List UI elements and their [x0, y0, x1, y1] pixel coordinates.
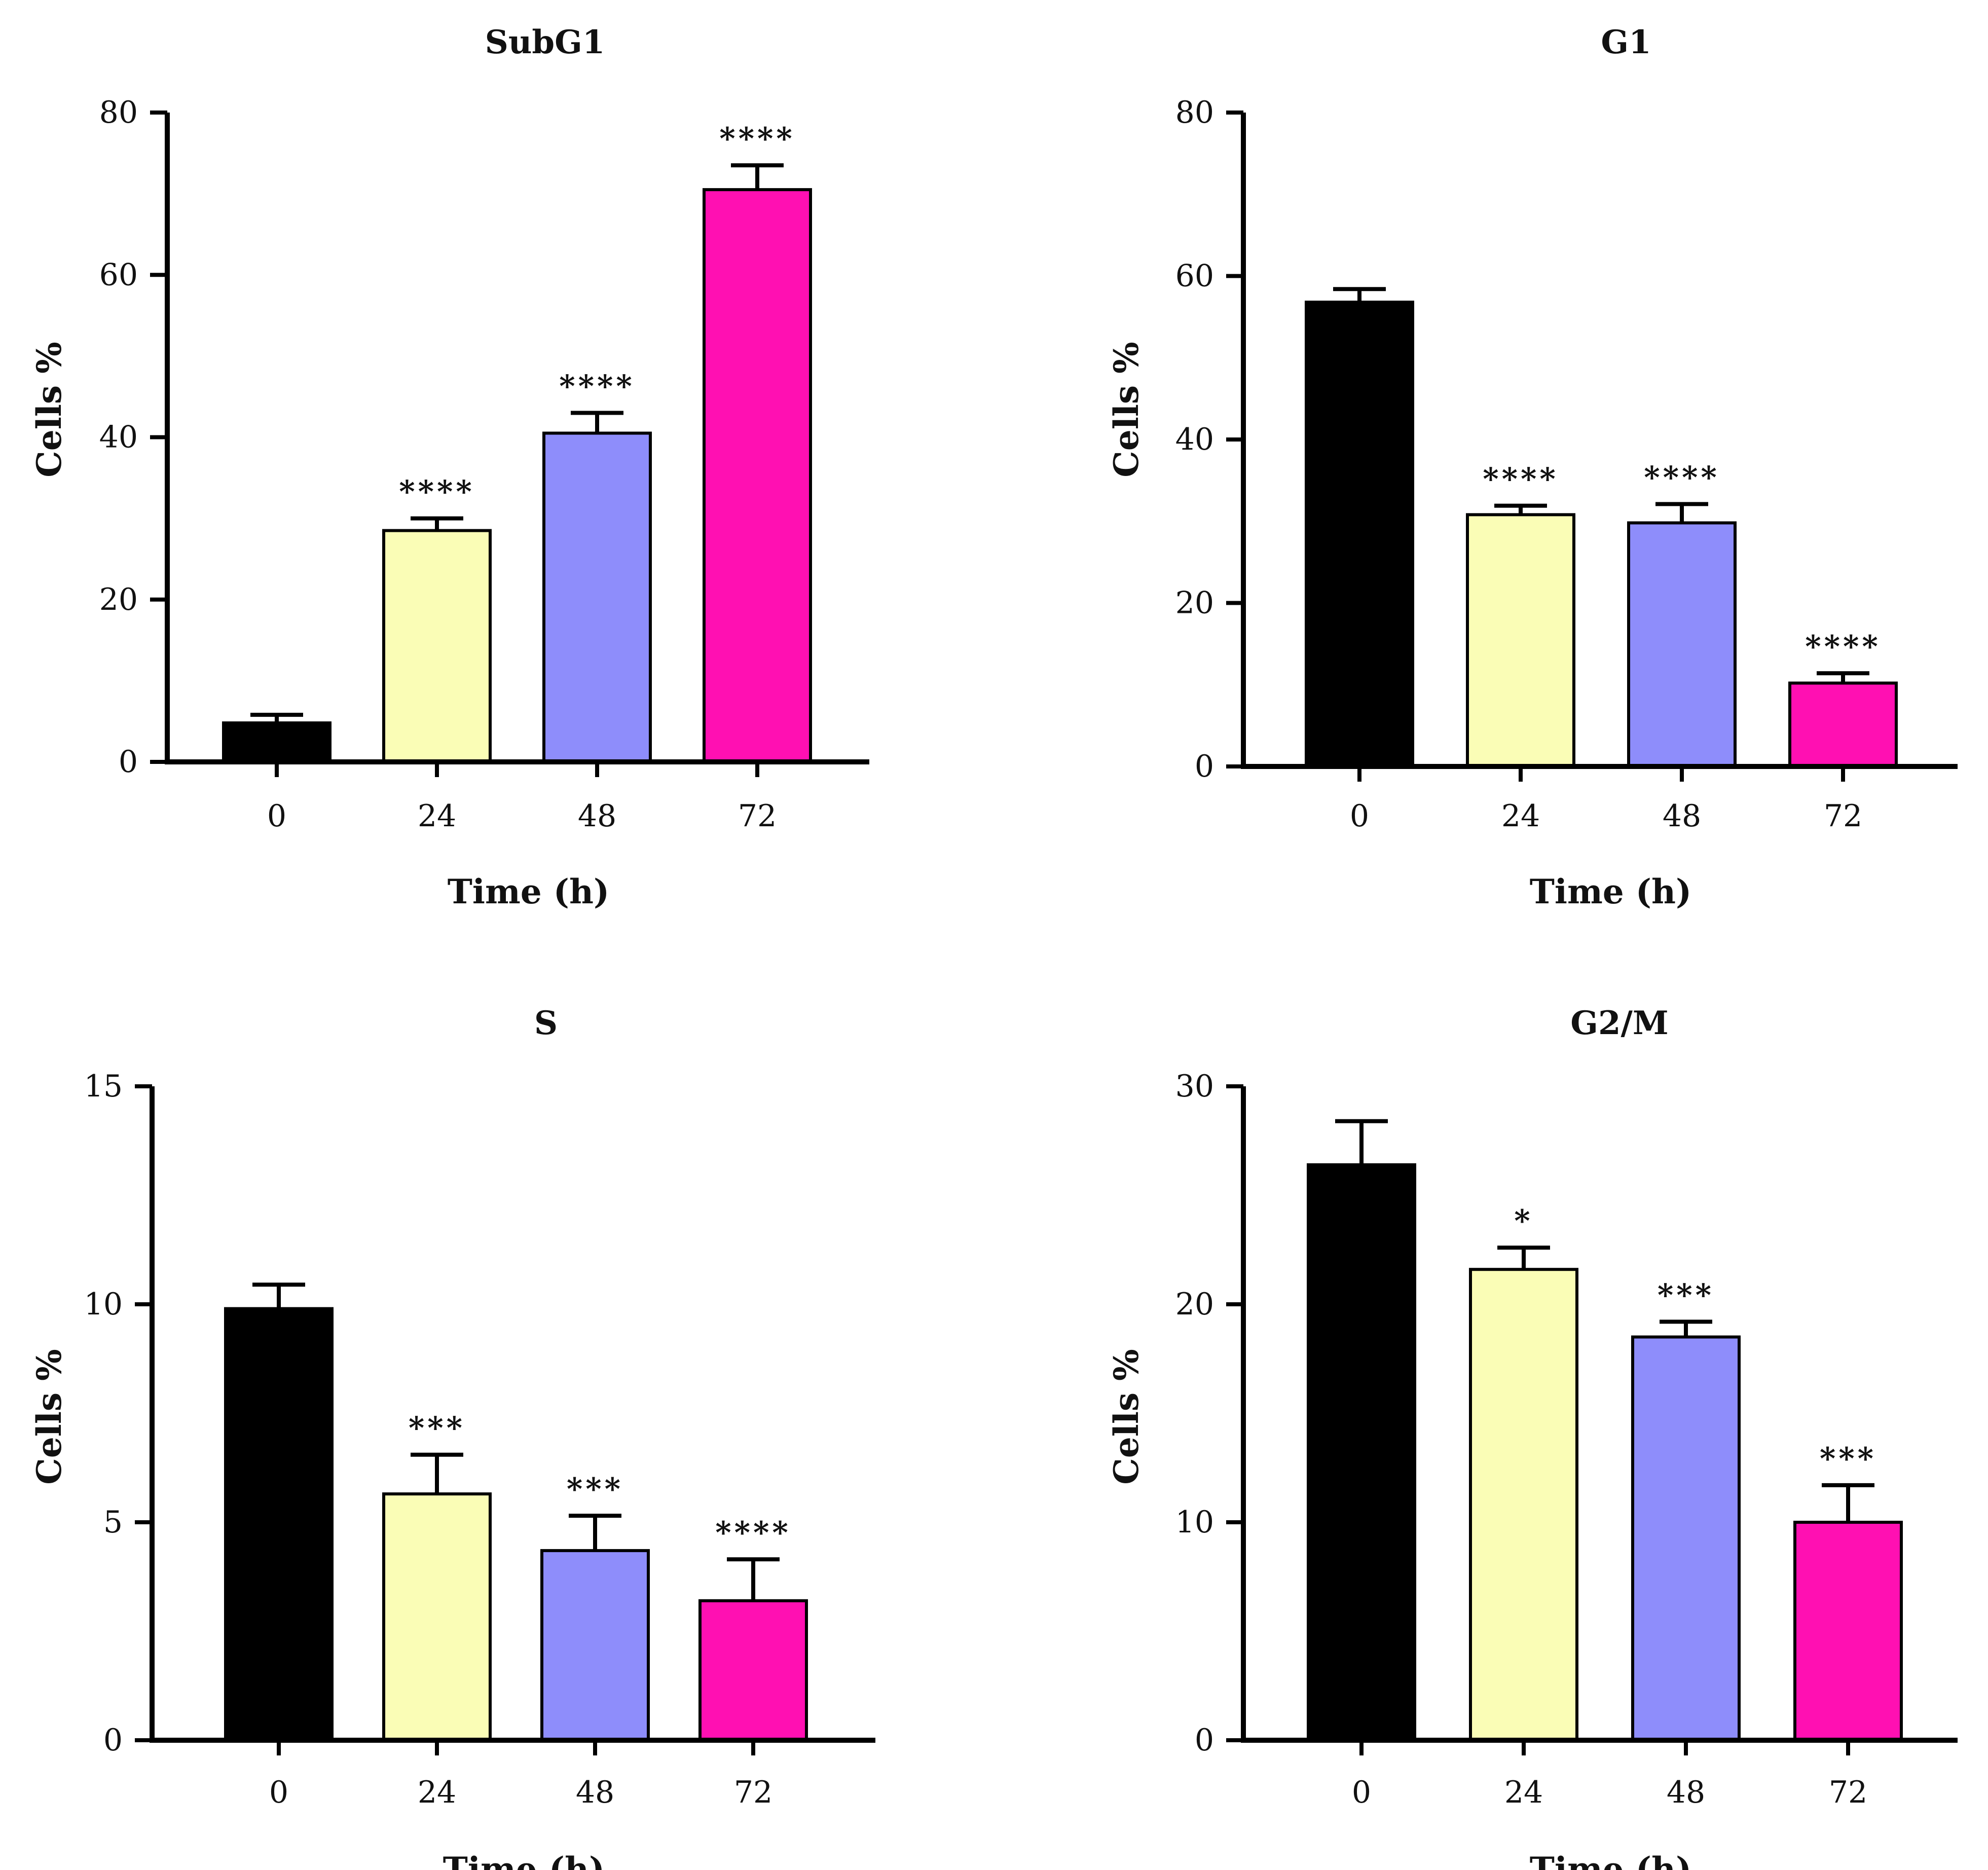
significance-label: ***	[1820, 1441, 1876, 1477]
x-tick-label: 0	[267, 798, 286, 834]
significance-label: ***	[567, 1472, 623, 1507]
x-tick-label: 48	[576, 1775, 614, 1810]
bar	[698, 1599, 808, 1742]
significance-label: ****	[399, 474, 475, 510]
significance-label: ****	[719, 121, 795, 157]
bar	[1466, 513, 1575, 768]
y-tick-label: 0	[1195, 1722, 1214, 1758]
y-tick-label: 40	[99, 420, 138, 455]
y-tick-label: 10	[1175, 1505, 1214, 1540]
x-tick-label: 72	[738, 798, 777, 834]
bar	[540, 1549, 650, 1742]
chart-title: S	[534, 1004, 558, 1042]
x-tick-label: 24	[418, 798, 456, 834]
y-tick-label: 60	[1175, 259, 1214, 294]
y-tick-label: 5	[103, 1505, 123, 1540]
x-tick-label: 72	[1824, 798, 1862, 834]
y-tick-label: 40	[1175, 422, 1214, 457]
y-axis-label: Cells %	[29, 1349, 69, 1485]
y-tick-label: 20	[1175, 1287, 1214, 1322]
significance-label: ****	[715, 1515, 791, 1551]
bar	[1631, 1335, 1741, 1742]
significance-label: ****	[559, 369, 635, 404]
y-tick-label: 20	[1175, 585, 1214, 621]
x-tick-label: 48	[1663, 798, 1701, 834]
bar	[222, 721, 332, 764]
chart-title: SubG1	[485, 23, 605, 61]
bar	[1469, 1268, 1578, 1742]
bar	[1305, 301, 1414, 768]
x-tick-label: 0	[269, 1775, 288, 1810]
chart-panel: S Cells % Time (h) 0 *** 24 *** 48 **** 72 0 5 10 15	[29, 1004, 875, 1870]
significance-label: ***	[409, 1411, 465, 1446]
significance-label: ***	[1658, 1277, 1714, 1313]
bar	[382, 1492, 492, 1742]
bar	[703, 188, 812, 763]
significance-label: ****	[1805, 629, 1881, 665]
x-tick-label: 24	[1501, 798, 1540, 834]
x-axis-label: Time (h)	[448, 872, 609, 911]
y-tick-label: 15	[84, 1069, 123, 1104]
x-tick-label: 72	[734, 1775, 772, 1810]
x-axis-label: Time (h)	[1530, 1850, 1691, 1870]
y-axis-label: Cells %	[1107, 342, 1146, 478]
bar	[1788, 681, 1898, 768]
y-tick-label: 0	[119, 744, 138, 780]
chart-panel: SubG1 Cells % Time (h) 0 **** 24 **** 48 **** 72 0…	[29, 23, 869, 911]
chart-title: G1	[1601, 23, 1651, 61]
y-tick-label: 80	[99, 95, 138, 130]
bar	[1307, 1163, 1416, 1742]
bar	[224, 1307, 334, 1742]
y-tick-label: 20	[99, 582, 138, 617]
y-tick-label: 0	[1195, 749, 1214, 784]
significance-label: *	[1514, 1203, 1533, 1239]
x-tick-label: 24	[1504, 1775, 1543, 1810]
chart-title: G2/M	[1570, 1004, 1668, 1042]
bar	[542, 431, 652, 763]
y-axis-label: Cells %	[29, 342, 69, 478]
chart-panel: G2/M Cells % Time (h) 0 * 24 *** 48 *** 72 0 10 20 30	[1107, 1004, 1958, 1870]
x-tick-label: 48	[578, 798, 616, 834]
y-tick-label: 30	[1175, 1069, 1214, 1104]
x-tick-label: 0	[1350, 798, 1369, 834]
x-tick-label: 0	[1352, 1775, 1371, 1810]
bar	[1793, 1521, 1903, 1742]
y-tick-label: 80	[1175, 95, 1214, 130]
x-axis-label: Time (h)	[1530, 872, 1691, 911]
significance-label: ****	[1483, 462, 1559, 497]
bar	[382, 529, 492, 764]
x-axis-label: Time (h)	[443, 1850, 605, 1870]
x-tick-label: 48	[1667, 1775, 1705, 1810]
significance-label: ****	[1644, 460, 1720, 495]
y-tick-label: 0	[103, 1722, 123, 1758]
x-tick-label: 24	[418, 1775, 456, 1810]
y-tick-label: 60	[99, 257, 138, 292]
chart-panel: G1 Cells % Time (h) 0 **** 24 **** 48 **** 72 0 20 4…	[1107, 23, 1958, 911]
bar	[1627, 521, 1737, 768]
y-axis-label: Cells %	[1107, 1349, 1146, 1485]
y-tick-label: 10	[84, 1287, 123, 1322]
x-tick-label: 72	[1829, 1775, 1867, 1810]
